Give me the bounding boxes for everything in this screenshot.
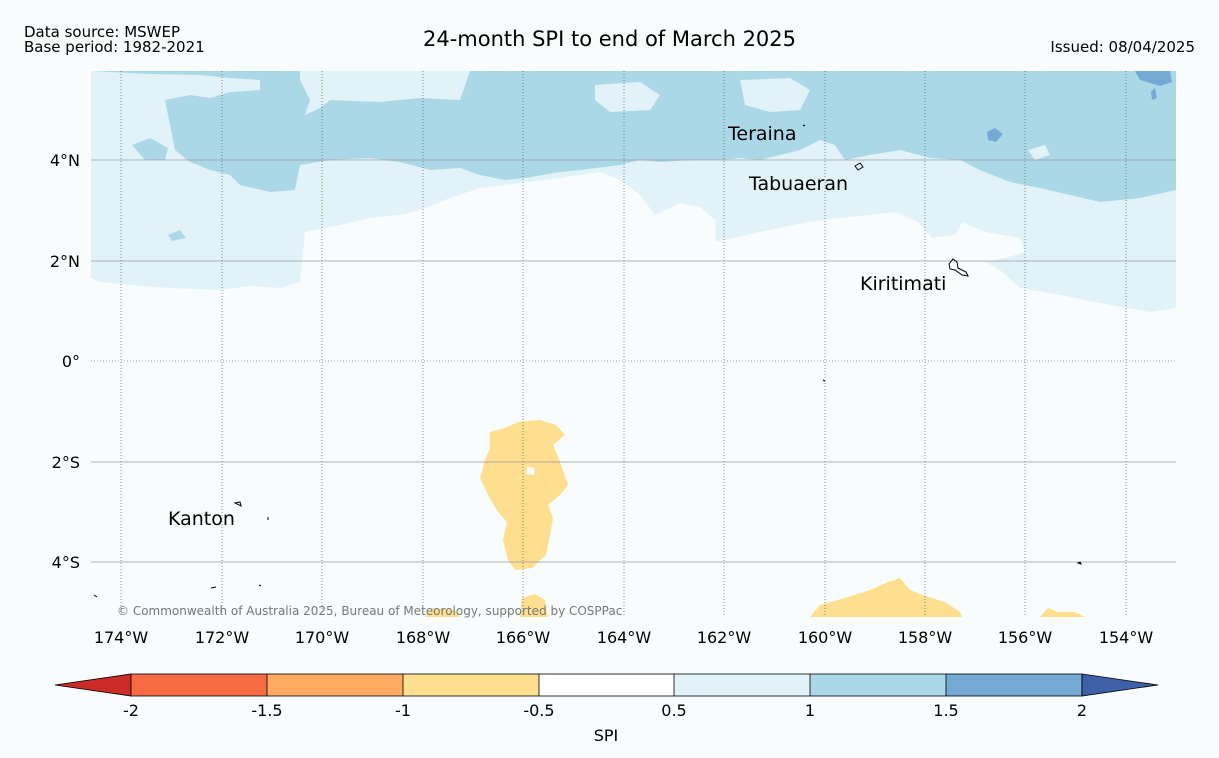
colorbar-tick-label: -1.5 [251,701,282,720]
colorbar-extend-low [54,673,132,697]
colorbar-segment [267,674,403,696]
colorbar-segment [539,674,674,696]
place-label-kiritimati: Kiritimati [860,273,946,295]
lon-tick-label: 168°W [396,628,451,647]
lon-tick-label: 166°W [496,628,551,647]
spi-field [91,71,1176,617]
lon-tick-label: 158°W [898,628,953,647]
colorbar-tick-label: 2 [1077,701,1087,720]
spi-zone-minus1-to-minus0-5 [480,420,568,570]
lon-tick-label: 154°W [1099,628,1154,647]
base-period-label: Base period: 1982-2021 [24,38,205,56]
colorbar-tick-label: -1 [395,701,411,720]
spi-zone-1-to-1-5 [91,71,1176,202]
colorbar-segment [810,674,946,696]
place-label-kanton: Kanton [168,508,235,530]
colorbar-tick-label: 1.5 [933,701,958,720]
lon-tick-label: 156°W [998,628,1053,647]
lat-tick-label: 4°S [52,553,80,572]
longitude-axis: 174°W 172°W 170°W 168°W 166°W 164°W 162°… [94,628,1154,647]
spi-colorbar: -2 -1.5 -1 -0.5 0.5 1 1.5 2 SPI [54,673,1159,745]
map-title: 24-month SPI to end of March 2025 [422,27,797,51]
lon-tick-label: 160°W [798,628,853,647]
place-label-teraina: Teraina [727,123,797,145]
lat-tick-label: 4°N [50,151,80,170]
lon-tick-label: 164°W [597,628,652,647]
colorbar-tick-label: 0.5 [661,701,686,720]
lon-tick-label: 162°W [697,628,752,647]
latitude-axis: 4°N 2°N 0° 2°S 4°S [50,151,80,572]
spi-zone-1-5-to-2 [1135,71,1172,86]
colorbar-tick-label: -0.5 [523,701,554,720]
lon-tick-label: 174°W [94,628,149,647]
lon-tick-label: 172°W [195,628,250,647]
colorbar-extend-high [1081,673,1159,697]
colorbar-segment [674,674,810,696]
colorbar-segment [946,674,1082,696]
colorbar-segment [403,674,539,696]
place-label-tabuaeran: Tabuaeran [748,173,848,195]
colorbar-tick-label: 1 [805,701,815,720]
colorbar-title: SPI [594,726,619,745]
colorbar-segment [131,674,267,696]
copyright-notice: © Commonwealth of Australia 2025, Bureau… [117,604,622,618]
lat-tick-label: 2°N [50,252,80,271]
gridlines [120,71,1127,617]
issued-date-label: Issued: 08/04/2025 [1050,38,1195,56]
lat-tick-label: 0° [62,352,80,371]
data-source-label: Data source: MSWEP [24,23,181,41]
lon-tick-label: 170°W [295,628,350,647]
island-outlines [93,124,1082,598]
lat-tick-label: 2°S [52,453,80,472]
colorbar-tick-label: -2 [123,701,139,720]
